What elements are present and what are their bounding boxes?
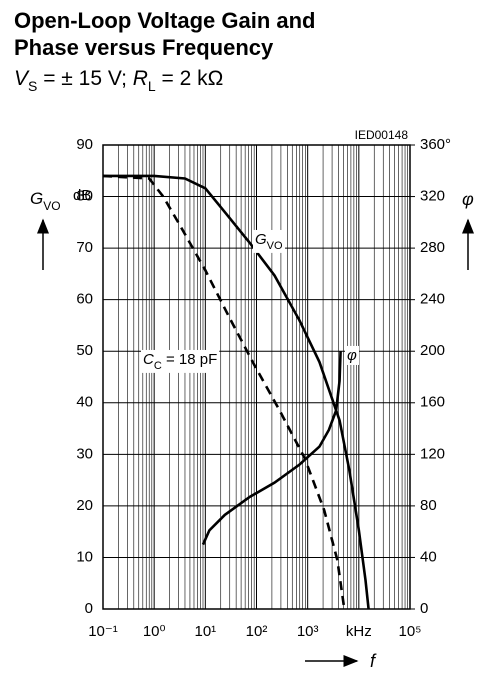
subtitle-part: L	[148, 78, 156, 94]
subtitle-part: = 2 kΩ	[156, 67, 224, 90]
y2-tick-label: 240	[420, 291, 445, 308]
y-label-part: VO	[43, 199, 60, 213]
chart-title: Phase versus Frequency	[14, 35, 274, 60]
series-line	[102, 174, 346, 610]
subtitle-part: R	[133, 67, 148, 90]
y2-tick-label: 360°	[420, 136, 451, 153]
y-unit: dB	[73, 187, 91, 204]
y2-tick-label: 320	[420, 188, 445, 205]
y-tick-label: 40	[76, 394, 93, 411]
y2-tick-label: 200	[420, 342, 445, 359]
y-label: GVO	[30, 189, 61, 213]
y2-label: φ	[462, 189, 474, 209]
x-tick-label: 10⁰	[143, 623, 166, 640]
label-bg	[345, 345, 359, 365]
y-tick-label: 10	[76, 548, 93, 565]
y2-tick-label: 120	[420, 445, 445, 462]
x-tick-label: 10²	[246, 623, 268, 640]
y2-tick-label: 0	[420, 600, 428, 617]
subtitle-part: = ± 15 V;	[37, 67, 132, 90]
label-bg	[253, 229, 286, 253]
y-tick-label: 20	[76, 497, 93, 514]
y-tick-label: 0	[85, 600, 93, 617]
chart-title: Open-Loop Voltage Gain and	[14, 8, 315, 33]
y-tick-label: 50	[76, 342, 93, 359]
y-tick-label: 70	[76, 239, 93, 256]
series-label-part: C	[143, 351, 154, 368]
y-label-part: G	[30, 189, 43, 208]
y2-tick-label: 160	[420, 394, 445, 411]
series-label-part: = 18 pF	[162, 351, 217, 368]
subtitle-part: V	[14, 67, 30, 90]
y-tick-label: 60	[76, 291, 93, 308]
series-label-part: φ	[347, 347, 357, 364]
y2-tick-label: 80	[420, 497, 437, 514]
label-bg	[141, 349, 220, 373]
series-label-part: VO	[267, 240, 283, 252]
x-tick-label: 10³	[297, 623, 319, 640]
x-label: f	[370, 651, 377, 671]
subtitle-part: S	[28, 78, 37, 94]
y-tick-label: 80	[76, 188, 93, 205]
series-label: GVO	[255, 231, 283, 252]
x-tick-label: 10⁻¹	[88, 623, 118, 640]
series-label-part: G	[255, 231, 267, 248]
series-line	[201, 351, 342, 546]
series-label: φ	[347, 347, 357, 364]
series-label-part: C	[154, 360, 162, 372]
series-line	[103, 174, 370, 610]
y-tick-label: 90	[76, 136, 93, 153]
plot-frame	[102, 144, 411, 610]
subtitle: VS = ± 15 V; RL = 2 kΩ	[14, 67, 223, 94]
series-label: CC = 18 pF	[143, 351, 217, 372]
y-tick-label: 30	[76, 445, 93, 462]
x-tick-label: kHz	[346, 623, 372, 640]
annotation: IED00148	[355, 128, 409, 142]
x-tick-label: 10⁵	[399, 623, 422, 640]
x-tick-label: 10¹	[194, 623, 216, 640]
y2-tick-label: 40	[420, 548, 437, 565]
y2-tick-label: 280	[420, 239, 445, 256]
